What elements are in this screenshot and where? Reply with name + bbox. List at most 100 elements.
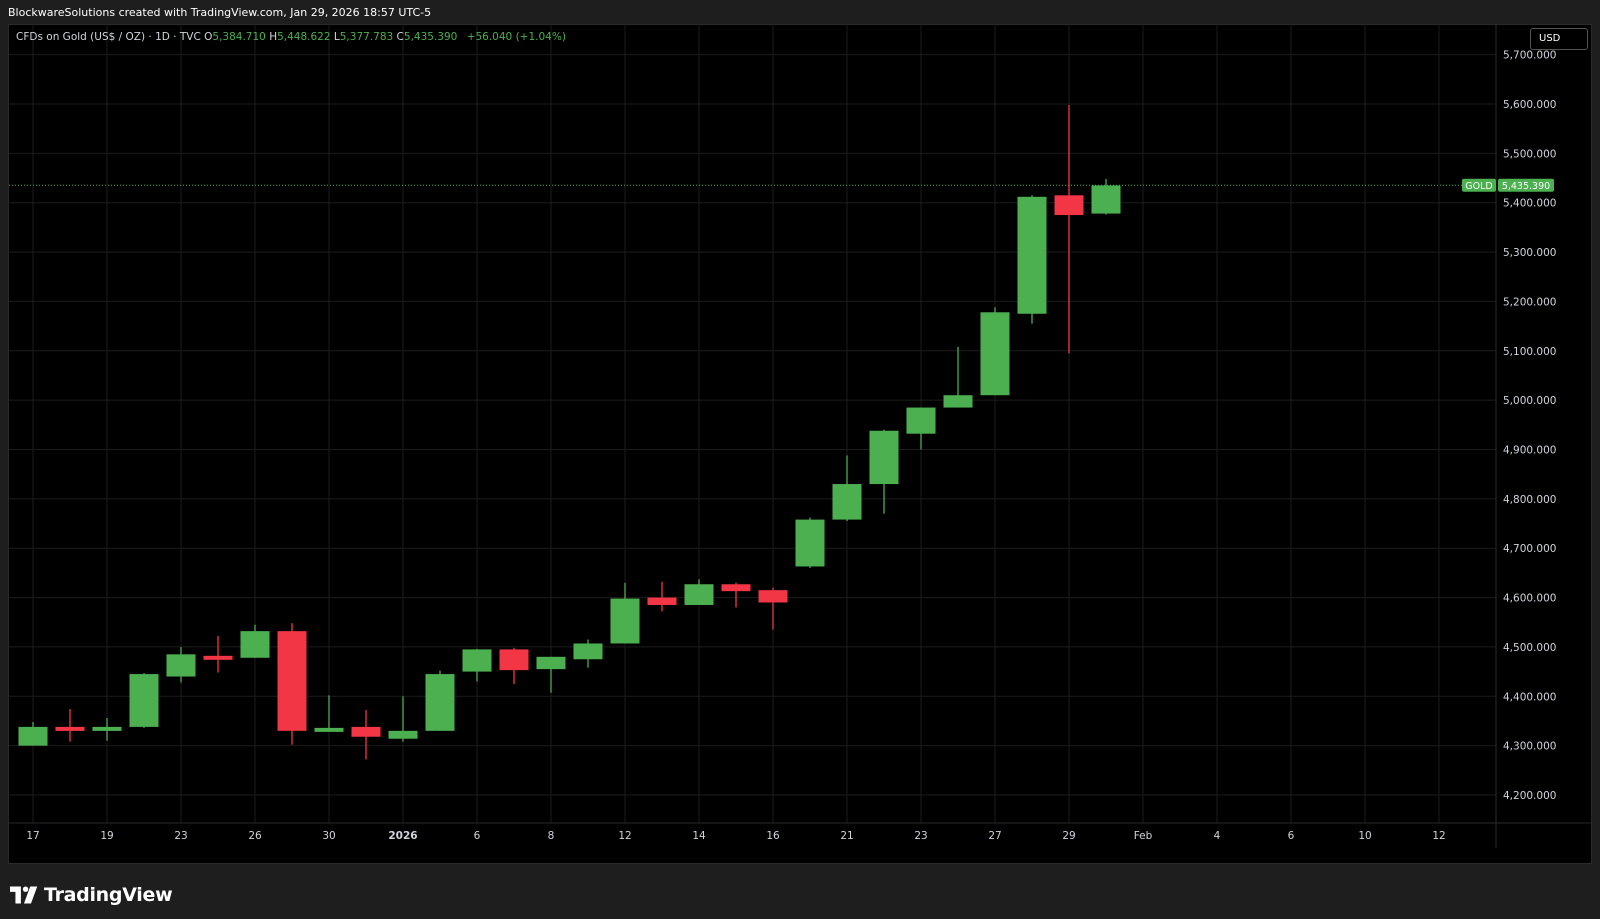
y-tick-label: 4,200.000: [1503, 790, 1556, 802]
candle: [18, 721, 48, 746]
candle-body: [203, 655, 233, 660]
candle: [795, 517, 825, 568]
candle-body: [943, 395, 973, 408]
candle-body: [166, 654, 196, 677]
x-tick-label: 2026: [388, 830, 417, 842]
candle: [1054, 104, 1084, 354]
candle-body: [129, 674, 159, 727]
low-value: 5,377.783: [339, 31, 394, 43]
y-tick-label: 4,900.000: [1503, 445, 1556, 457]
x-tick-label: 14: [692, 830, 706, 842]
currency-button[interactable]: USD: [1530, 28, 1588, 50]
candle-body: [499, 649, 529, 671]
change-value: +56.040 (+1.04%): [466, 31, 566, 43]
x-tick-label: 30: [322, 830, 335, 842]
candle-body: [351, 726, 381, 737]
y-tick-label: 4,700.000: [1503, 543, 1556, 555]
candle: [166, 646, 196, 683]
candle-body: [684, 584, 714, 605]
candle: [906, 407, 936, 450]
candle: [1091, 179, 1121, 215]
y-tick-label: 5,400.000: [1503, 198, 1556, 210]
candle-body: [1017, 196, 1047, 314]
chart-credit: BlockwareSolutions created with TradingV…: [8, 6, 432, 19]
x-tick-label: 29: [1062, 830, 1075, 842]
high-value: 5,448.622: [277, 31, 331, 43]
price-tag-value-box: [1498, 178, 1554, 192]
candle-body: [1091, 185, 1121, 214]
x-tick-label: 19: [100, 830, 113, 842]
candle: [314, 695, 344, 732]
price-tag-symbol-box: [1462, 178, 1496, 192]
x-tick-label: 23: [174, 830, 187, 842]
candle: [721, 582, 751, 608]
y-tick-label: 5,200.000: [1503, 296, 1556, 308]
candle-body: [425, 674, 455, 731]
candle: [980, 307, 1010, 396]
x-tick-label: 4: [1214, 830, 1221, 842]
x-tick-label: Feb: [1134, 830, 1153, 842]
candle-body: [980, 312, 1010, 396]
candles: [18, 104, 1121, 760]
open-label: O: [204, 31, 213, 43]
tradingview-wordmark: TradingView: [44, 884, 173, 906]
candle: [610, 582, 640, 644]
candle: [425, 670, 455, 731]
candle: [647, 581, 677, 612]
y-tick-label: 4,800.000: [1503, 494, 1556, 506]
y-tick-label: 4,300.000: [1503, 741, 1556, 753]
price-tag-value: 5,435.390: [1502, 181, 1550, 192]
y-axis-labels: 4,200.000 4,300.000 4,400.000 4,500.000 4,60…: [1503, 50, 1556, 802]
top-bar: BlockwareSolutions created with TradingV…: [0, 0, 1600, 24]
x-tick-label: 23: [914, 830, 927, 842]
x-tick-label: 10: [1358, 830, 1371, 842]
y-tick-label: 5,100.000: [1503, 346, 1556, 358]
y-tick-label: 5,600.000: [1503, 99, 1556, 111]
price-tag-symbol: GOLD: [1465, 181, 1492, 192]
x-tick-label: 27: [988, 830, 1001, 842]
tradingview-brand[interactable]: TradingView: [10, 881, 173, 909]
candle: [684, 579, 714, 605]
y-tick-label: 4,500.000: [1503, 642, 1556, 654]
x-tick-label: 12: [618, 830, 631, 842]
y-tick-label: 5,500.000: [1503, 148, 1556, 160]
ohlc-legend: CFDs on Gold (US$ / OZ) · 1D · TVC O5,38…: [16, 31, 566, 43]
x-axis-labels: 17 19 23 26 30 2026 6 8 12 14 16 21 23 27 29 Feb 4 6 10 12: [26, 830, 1445, 842]
x-tick-label: 17: [26, 830, 39, 842]
candle-body: [758, 590, 788, 603]
candle-body: [832, 484, 862, 520]
candle-body: [1054, 195, 1084, 216]
y-tick-label: 4,400.000: [1503, 691, 1556, 703]
y-tick-label: 5,300.000: [1503, 247, 1556, 259]
candle-body: [573, 643, 603, 660]
candle-body: [388, 730, 418, 739]
candle-body: [869, 430, 899, 485]
candle: [536, 656, 566, 693]
chart-frame[interactable]: [8, 24, 1592, 864]
candle-body: [314, 727, 344, 732]
candle: [203, 636, 233, 673]
candle-body: [906, 407, 936, 434]
candle: [499, 647, 529, 684]
candle: [240, 624, 270, 658]
candle-body: [277, 631, 307, 731]
x-tick-label: 16: [766, 830, 780, 842]
y-tick-label: 4,600.000: [1503, 593, 1556, 605]
tradingview-logo-icon: [10, 886, 38, 904]
candle-body: [92, 726, 122, 731]
open-value: 5,384.710: [212, 31, 266, 43]
candle-body: [55, 726, 85, 731]
x-tick-label: 6: [1288, 830, 1295, 842]
candle: [462, 648, 492, 682]
close-value: 5,435.390: [403, 31, 458, 43]
candle: [277, 623, 307, 745]
candle: [351, 710, 381, 760]
x-tick-label: 8: [548, 830, 555, 842]
candle-body: [536, 656, 566, 670]
candle: [758, 587, 788, 630]
candle: [1017, 195, 1047, 324]
candle-body: [462, 649, 492, 672]
candle: [388, 696, 418, 742]
instrument-name: CFDs on Gold (US$ / OZ) · 1D · TVC: [16, 31, 201, 43]
